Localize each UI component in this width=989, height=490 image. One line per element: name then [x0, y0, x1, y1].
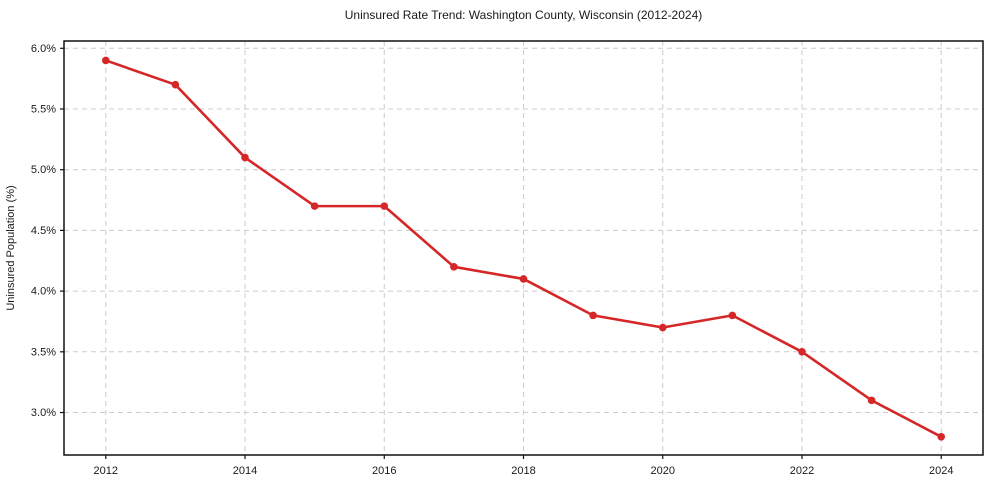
data-point — [658, 323, 667, 332]
x-tick-label: 2012 — [94, 465, 118, 477]
chart-title: Uninsured Rate Trend: Washington County,… — [344, 8, 703, 22]
x-tick-label: 2016 — [372, 465, 396, 477]
data-point — [798, 348, 806, 356]
data-point — [310, 202, 319, 210]
x-tick-label: 2014 — [233, 465, 257, 477]
x-tick-label: 2022 — [790, 465, 814, 477]
y-axis-title: Uninsured Population (%) — [5, 185, 17, 310]
data-point — [380, 202, 389, 210]
data-point — [728, 311, 737, 320]
y-tick-label: 4.0% — [31, 286, 56, 298]
x-tick-label: 2024 — [929, 465, 953, 477]
x-tick-label: 2020 — [651, 465, 675, 477]
data-point — [101, 56, 110, 65]
y-tick-label: 5.5% — [31, 103, 56, 115]
data-point — [171, 80, 180, 89]
y-tick-label: 6.0% — [31, 43, 56, 55]
x-tick-label: 2018 — [511, 465, 535, 477]
y-tick-label: 5.0% — [31, 164, 56, 176]
data-point — [450, 263, 458, 271]
y-tick-label: 3.0% — [31, 407, 56, 419]
data-point — [589, 311, 597, 320]
data-point — [519, 275, 528, 283]
plot-area: 2012 2014 2016 2018 2020 2022 2024 3.0% 3.5% 4.0%… — [31, 40, 984, 477]
plot-border — [63, 40, 984, 456]
y-tick-label: 4.5% — [31, 225, 56, 237]
data-point — [937, 432, 946, 441]
y-tick-label: 3.5% — [31, 346, 56, 358]
data-point — [241, 153, 249, 162]
data-point — [867, 396, 876, 405]
